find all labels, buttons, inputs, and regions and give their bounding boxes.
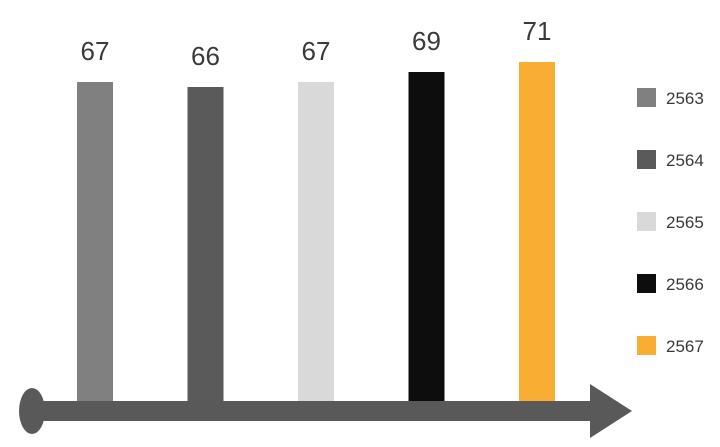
legend-swatch-2563	[637, 88, 656, 107]
value-labels-group: 67 66 67 69 71	[81, 16, 552, 71]
legend-swatch-2567	[637, 336, 656, 355]
value-label-2567: 71	[523, 16, 552, 46]
legend-swatch-2564	[637, 150, 656, 169]
bar-2567	[519, 62, 555, 411]
value-label-2565: 67	[302, 36, 331, 66]
bars-group	[77, 62, 555, 411]
bar-2566	[408, 72, 445, 411]
legend-label-2567: 2567	[666, 337, 704, 356]
x-axis-arrowhead	[590, 384, 632, 438]
value-label-2566: 69	[412, 26, 441, 56]
bar-2564	[187, 87, 224, 411]
bar-2565	[298, 82, 334, 411]
x-axis-arrow	[19, 384, 632, 438]
legend: 2563 2564 2565 2566 2567	[637, 88, 704, 356]
legend-label-2564: 2564	[666, 151, 704, 170]
legend-swatch-2565	[637, 212, 656, 231]
value-label-2564: 66	[191, 41, 220, 71]
legend-label-2566: 2566	[666, 275, 704, 294]
legend-label-2565: 2565	[666, 213, 704, 232]
value-label-2563: 67	[81, 36, 110, 66]
x-axis-line	[26, 401, 598, 421]
legend-label-2563: 2563	[666, 89, 704, 108]
x-axis-start-cap	[19, 388, 45, 434]
bar-2563	[77, 82, 113, 411]
legend-swatch-2566	[637, 274, 656, 293]
